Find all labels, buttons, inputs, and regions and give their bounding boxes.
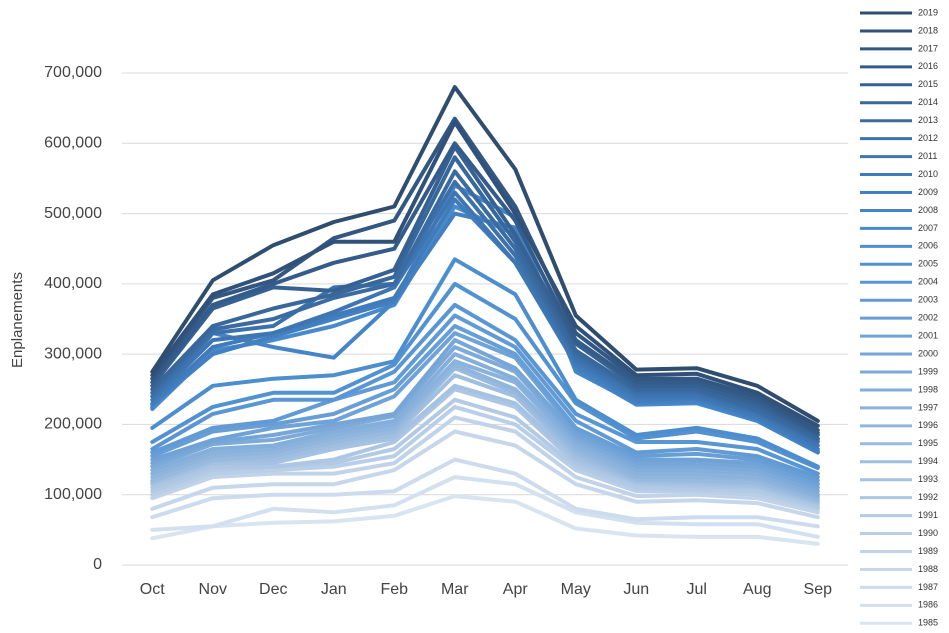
series-line: [150, 116, 820, 433]
legend-label: 2012: [918, 133, 938, 143]
series-line: [150, 429, 820, 520]
y-tick-label: 600,000: [44, 135, 102, 152]
series-line: [150, 313, 820, 480]
y-tick-label: 300,000: [44, 345, 102, 362]
y-tick-label: 400,000: [44, 275, 102, 292]
series-line: [150, 404, 820, 511]
series-line: [150, 257, 820, 469]
series-line: [150, 144, 820, 437]
x-tick-label: Jan: [321, 581, 347, 598]
legend-label: 2002: [918, 313, 938, 323]
x-tick-label: Aug: [743, 581, 771, 598]
legend-label: 1996: [918, 420, 938, 430]
x-tick-label: Apr: [503, 581, 529, 598]
series-line: [150, 155, 820, 441]
legend-label: 2019: [918, 7, 938, 17]
series-line: [150, 359, 820, 499]
x-tick-label: Mar: [441, 581, 469, 598]
legend-label: 2018: [918, 25, 938, 35]
legend-label: 2011: [918, 151, 937, 161]
x-tick-label: Sep: [804, 581, 833, 598]
y-axis-label: Enplanements: [9, 272, 26, 368]
legend-label: 1995: [918, 438, 938, 448]
series-line: [150, 475, 820, 539]
series-line: [150, 120, 820, 428]
series-line: [150, 345, 820, 494]
legend-label: 2013: [918, 115, 938, 125]
x-tick-label: Jul: [687, 581, 707, 598]
legend-label: 2009: [918, 187, 938, 197]
series-line: [150, 494, 820, 546]
legend-label: 2001: [918, 330, 938, 340]
series-line: [150, 331, 820, 487]
series-line: [150, 362, 820, 501]
legend-label: 2007: [918, 223, 938, 233]
series-line: [150, 281, 820, 470]
x-tick-label: Feb: [380, 581, 408, 598]
legend-label: 2000: [918, 348, 938, 358]
legend-label: 2017: [918, 43, 938, 53]
series-line: [150, 141, 820, 435]
legend-label: 2005: [918, 259, 938, 269]
legend-label: 1994: [918, 456, 938, 466]
x-tick-label: Dec: [259, 581, 287, 598]
legend-label: 1988: [918, 564, 938, 574]
y-tick-label: 700,000: [44, 64, 102, 81]
y-tick-label: 500,000: [44, 205, 102, 222]
legend-label: 2015: [918, 79, 938, 89]
legend-label: 2016: [918, 61, 938, 71]
series-line: [150, 383, 820, 506]
legend-label: 1986: [918, 600, 938, 610]
series-line: [150, 457, 820, 529]
legend-label: 1992: [918, 492, 938, 502]
x-tick-label: Nov: [199, 581, 227, 598]
series-line: [150, 190, 820, 448]
legend-label: 1990: [918, 528, 938, 538]
x-tick-label: Jun: [623, 581, 649, 598]
y-tick-label: 100,000: [44, 486, 102, 503]
legend-label: 2014: [918, 97, 938, 107]
x-tick-label: May: [561, 581, 591, 598]
legend-label: 2008: [918, 205, 938, 215]
legend-label: 1987: [918, 582, 938, 592]
legend-label: 1993: [918, 474, 938, 484]
y-tick-label: 0: [93, 556, 102, 573]
legend-label: 1989: [918, 546, 938, 556]
series-line: [150, 85, 820, 423]
legend-label: 1999: [918, 366, 938, 376]
legend-label: 1985: [918, 618, 938, 628]
legend-label: 2003: [918, 295, 938, 305]
legend-label: 2006: [918, 241, 938, 251]
legend-label: 2010: [918, 169, 938, 179]
series-line: [150, 352, 820, 497]
y-tick-label: 200,000: [44, 416, 102, 433]
legend-label: 2004: [918, 277, 938, 287]
x-tick-label: Oct: [140, 581, 165, 598]
series-line: [150, 415, 820, 515]
legend-label: 1998: [918, 384, 938, 394]
legend-label: 1991: [918, 510, 938, 520]
series-line: [150, 324, 820, 483]
series-line: [150, 302, 820, 476]
series-line: [150, 366, 820, 503]
legend-label: 1997: [918, 402, 938, 412]
series-line: [150, 338, 820, 490]
